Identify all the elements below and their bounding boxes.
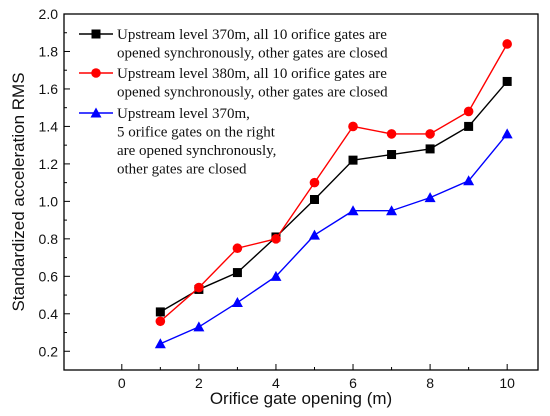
x-tick-label: 2 bbox=[195, 375, 203, 391]
series-3-line bbox=[160, 133, 508, 345]
series-2-line bbox=[159, 43, 508, 322]
y-tick-label: 0.6 bbox=[39, 268, 59, 284]
legend-entry-1: Upstream level 370m, all 10 orifice gate… bbox=[79, 27, 388, 62]
series-1-point bbox=[425, 144, 435, 154]
series-2-point bbox=[232, 243, 243, 254]
series-1-point bbox=[387, 150, 397, 160]
series-2-point bbox=[309, 177, 320, 188]
legend-marker bbox=[90, 107, 102, 118]
series-1-point bbox=[502, 76, 512, 86]
series-2-point bbox=[271, 234, 281, 244]
legend-label: 5 orifice gates on the right bbox=[117, 125, 276, 141]
legend: Upstream level 370m, all 10 orifice gate… bbox=[79, 27, 388, 178]
series-1-point bbox=[309, 194, 319, 204]
legend-label: Upstream level 370m, bbox=[117, 106, 250, 122]
series-2 bbox=[155, 39, 512, 327]
y-axis-title: Standardized acceleration RMS bbox=[9, 72, 28, 311]
series-3-point bbox=[463, 175, 475, 186]
legend-marker bbox=[91, 29, 101, 39]
y-tick-label: 0.8 bbox=[39, 231, 59, 247]
series-3-point bbox=[231, 297, 243, 308]
series-3-point bbox=[308, 229, 320, 240]
series-1-line bbox=[159, 80, 508, 313]
legend-label: opened synchronously, other gates are cl… bbox=[117, 46, 388, 62]
legend-label: opened synchronously, other gates are cl… bbox=[117, 85, 388, 101]
y-tick-label: 1.0 bbox=[39, 193, 59, 209]
x-axis-title: Orifice gate opening (m) bbox=[210, 389, 392, 408]
axis-ticks: 0 2 4 6 8 10 0.2 0.4 0.6 0.8 1.0 1.2 1.4 1.6 1.8 2.0 bbox=[39, 6, 516, 391]
series-3 bbox=[154, 128, 513, 349]
legend-label: Upstream level 370m, all 10 orifice gate… bbox=[117, 27, 387, 43]
series-1-point bbox=[464, 121, 474, 131]
x-tick-label: 4 bbox=[272, 375, 280, 391]
series-2-point bbox=[425, 129, 435, 139]
legend-label: are opened synchronously, bbox=[117, 143, 276, 159]
x-tick-label: 0 bbox=[118, 375, 126, 391]
y-tick-label: 0.4 bbox=[39, 306, 59, 322]
series-1-point bbox=[155, 307, 165, 317]
series-3-point bbox=[154, 338, 166, 349]
series-3-point bbox=[501, 128, 513, 139]
legend-entry-2: Upstream level 380m, all 10 orifice gate… bbox=[79, 66, 388, 101]
legend-label: Upstream level 380m, all 10 orifice gate… bbox=[117, 66, 387, 82]
series-2-point bbox=[463, 106, 474, 117]
plot-frame bbox=[63, 13, 539, 371]
series-3-point bbox=[424, 192, 436, 203]
x-tick-label: 6 bbox=[349, 375, 357, 391]
y-tick-label: 1.4 bbox=[39, 118, 59, 134]
series-2-point bbox=[348, 121, 358, 132]
legend-entry-3: Upstream level 370m, 5 orifice gates on t… bbox=[79, 106, 276, 178]
series-3-point bbox=[193, 321, 205, 332]
x-tick-label: 8 bbox=[426, 375, 434, 391]
legend-marker bbox=[91, 68, 101, 78]
series-2-point bbox=[194, 282, 204, 293]
series-1-point bbox=[348, 155, 358, 165]
series-2-point bbox=[155, 316, 166, 327]
series-2-point bbox=[502, 39, 512, 49]
series-2-point bbox=[386, 129, 397, 139]
series-3-point bbox=[347, 205, 359, 216]
y-tick-label: 0.2 bbox=[39, 343, 59, 359]
series-1-point bbox=[232, 268, 242, 278]
y-tick-label: 2.0 bbox=[39, 6, 59, 22]
y-tick-label: 1.2 bbox=[39, 156, 59, 172]
x-tick-label: 10 bbox=[499, 375, 515, 391]
y-tick-label: 1.6 bbox=[39, 81, 59, 97]
y-tick-label: 1.8 bbox=[39, 43, 59, 59]
legend-label: other gates are closed bbox=[117, 162, 247, 178]
series-layer bbox=[154, 39, 513, 349]
series-3-point bbox=[270, 270, 282, 281]
series-3-point bbox=[386, 205, 398, 216]
